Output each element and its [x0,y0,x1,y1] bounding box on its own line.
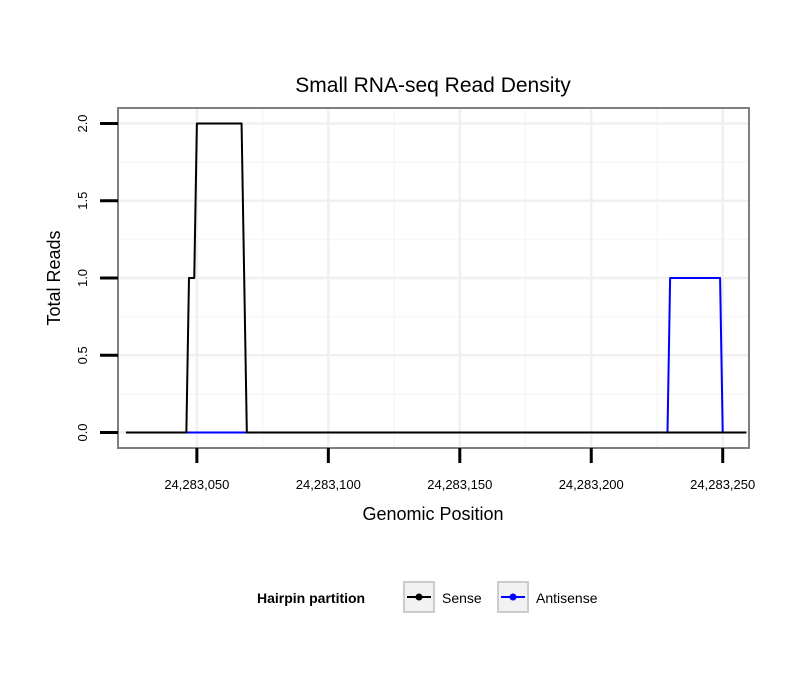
y-axis-title: Total Reads [44,230,64,325]
legend-key-point [415,593,423,601]
y-tick-label: 0.0 [75,423,90,441]
legend-label-antisense: Antisense [536,590,598,606]
y-tick-label: 1.5 [75,192,90,210]
legend-title: Hairpin partition [257,590,365,606]
y-tick-label: 1.0 [75,269,90,287]
x-axis-title: Genomic Position [362,504,503,524]
y-tick-label: 0.5 [75,346,90,364]
legend-label-sense: Sense [442,590,482,606]
y-tick-label: 2.0 [75,114,90,132]
x-tick-label: 24,283,150 [427,477,492,492]
legend-key-point [509,593,517,601]
series-line-sense [125,122,747,434]
x-tick-label: 24,283,100 [296,477,361,492]
x-tick-label: 24,283,200 [559,477,624,492]
x-tick-label: 24,283,250 [690,477,755,492]
legend: Hairpin partition Sense Antisense [257,581,598,613]
chart-title: Small RNA-seq Read Density [295,74,571,97]
x-tick-label: 24,283,050 [164,477,229,492]
